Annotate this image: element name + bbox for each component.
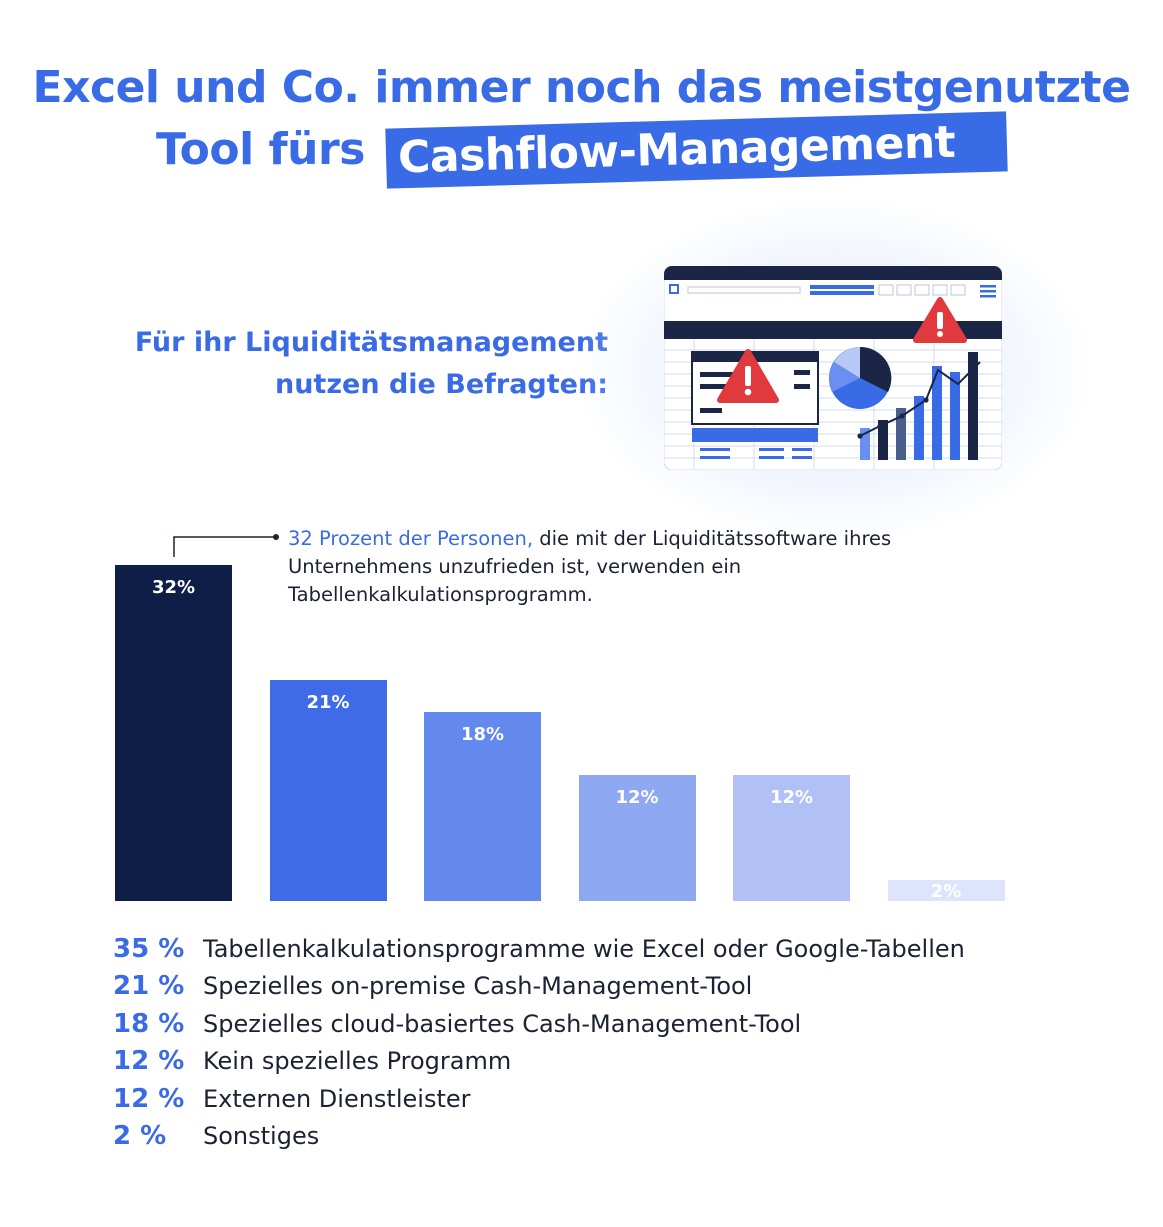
page-title-highlight: Cashflow-Management [385,111,1008,189]
annotation-text: die mit der Liquiditätssoftware ihres Un… [288,527,892,606]
bar-value-label: 32% [151,577,196,598]
legend-label: Spezielles cloud-basiertes Cash-Manageme… [203,1009,802,1038]
legend-percentage: 2 % [113,1121,167,1152]
bar-value-label: 12% [769,787,814,808]
annotation-highlight: 32 Prozent der Personen, [288,527,534,550]
bar [733,775,850,901]
subtitle: Für ihr Liquiditätsmanagement nutzen die… [135,322,608,406]
bar [578,775,696,901]
bar-chart-icon [857,352,981,460]
legend-item: 21 % Spezielles on-premise Cash-Managemen… [113,968,965,1006]
legend-item: 18 % Spezielles cloud-basiertes Cash-Mana… [113,1005,965,1043]
page-title-prefix: Tool fürs [156,124,365,175]
legend-label: Sonstiges [203,1122,320,1151]
warning-icon [717,349,779,403]
spreadsheet-illustration [664,266,1002,470]
legend-percentage: 35 % [113,933,185,964]
bar [269,680,387,901]
subtitle-line-1: Für ihr Liquiditätsmanagement [134,327,608,358]
legend-label: Kein spezielles Programm [203,1047,512,1076]
bar-value-label: 21% [306,692,350,713]
legend-item: 12 % Kein spezielles Programm [113,1043,965,1081]
subtitle-line-2: nutzen die Befragten: [274,369,608,400]
legend-percentage: 12 % [113,1083,185,1114]
bar [115,565,232,901]
legend-label: Spezielles on-premise Cash-Management-To… [203,972,753,1001]
legend-percentage: 18 % [113,1008,185,1039]
warning-icon [913,297,967,343]
bar-value-label: 12% [615,787,659,808]
legend-item: 35 % Tabellenkalkulationsprogramme wie Ex… [113,930,965,968]
legend-label: Tabellenkalkulationsprogramme wie Excel … [203,934,965,963]
chart-annotation: 32 Prozent der Personen, die mit der Liq… [288,525,928,609]
legend-percentage: 12 % [113,1046,185,1077]
pie-chart-icon [829,346,892,409]
legend-label: Externen Dienstleister [203,1084,471,1113]
legend-item: 12 % Externen Dienstleister [113,1080,965,1118]
bar [424,712,541,901]
bar [887,880,1005,901]
bar-value-label: 18% [460,724,505,745]
bar-value-label: 2% [930,881,962,902]
page-title-line-1: Excel und Co. immer noch das meistgenutz… [32,62,1131,113]
legend-item: 2 % Sonstiges [113,1118,965,1156]
page-title-line-2: Tool fürs Cashflow-Management [0,111,1163,189]
chart-legend: 35 % Tabellenkalkulationsprogramme wie Ex… [113,930,965,1155]
legend-percentage: 21 % [113,971,185,1002]
